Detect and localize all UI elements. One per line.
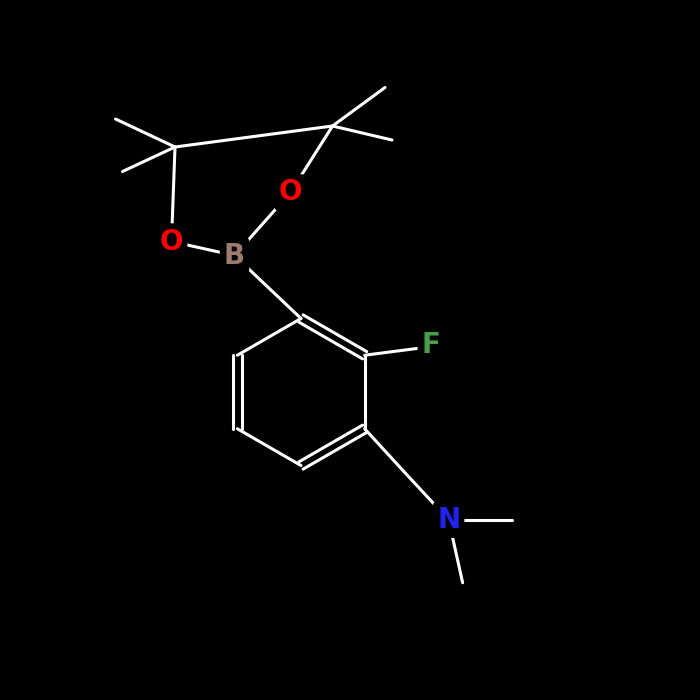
Text: N: N xyxy=(437,505,460,533)
Text: O: O xyxy=(279,178,302,206)
Text: O: O xyxy=(160,228,183,256)
Text: B: B xyxy=(224,241,245,270)
Text: F: F xyxy=(421,330,440,358)
